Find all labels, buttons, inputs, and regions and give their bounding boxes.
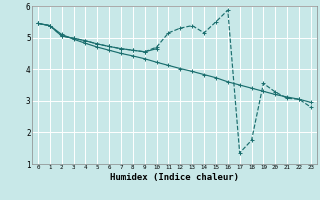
X-axis label: Humidex (Indice chaleur): Humidex (Indice chaleur) <box>110 173 239 182</box>
